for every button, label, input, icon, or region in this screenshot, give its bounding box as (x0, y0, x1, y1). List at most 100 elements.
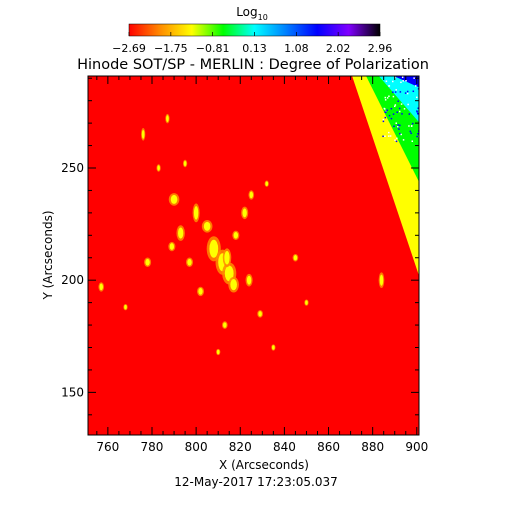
off-disk-speckle (382, 118, 385, 121)
polarization-feature (223, 322, 227, 328)
off-disk-speckle (398, 107, 401, 110)
polarization-feature (379, 274, 384, 286)
off-disk-speckle (389, 135, 392, 137)
y-tick-label: 250 (61, 161, 84, 175)
timestamp: 12-May-2017 17:23:05.037 (174, 475, 338, 489)
polarization-feature (242, 208, 247, 218)
off-disk-speckle (384, 116, 387, 119)
off-disk-speckle (400, 133, 402, 136)
off-disk-speckle (413, 77, 415, 79)
off-disk-speckle (392, 95, 395, 98)
off-disk-speckle (382, 120, 385, 123)
off-disk-speckle (414, 85, 417, 87)
off-disk-speckle (401, 76, 404, 78)
off-disk-speckle (395, 140, 398, 143)
polarization-feature (258, 311, 262, 317)
plot-frame (87, 75, 420, 436)
off-disk-speckle (388, 95, 390, 98)
off-disk-speckle (403, 108, 406, 110)
off-disk-speckle (395, 89, 397, 91)
polarization-feature (141, 129, 145, 139)
off-disk-speckle (402, 139, 405, 141)
polarization-feature (224, 251, 230, 265)
off-disk-speckle (402, 80, 404, 82)
polarization-feature (169, 243, 175, 250)
off-disk-speckle (388, 131, 390, 134)
colorbar: Log10 −2.69 −1.75 −0.81 0.13 1.08 2.02 2.96 (112, 5, 392, 55)
polarization-feature (187, 258, 192, 266)
colorbar-tick-label: 1.08 (284, 42, 309, 55)
colorbar-tick-label: −0.81 (196, 42, 230, 55)
off-disk-speckle (400, 81, 402, 84)
polarization-feature (124, 304, 127, 310)
off-disk-speckle (416, 110, 418, 112)
off-disk-speckle (395, 122, 397, 124)
polarization-feature (272, 345, 275, 350)
off-disk-speckle (416, 135, 418, 138)
polarization-feature (224, 265, 234, 282)
off-disk-speckle (409, 130, 412, 133)
off-disk-speckle (411, 140, 414, 143)
colorbar-tick-label: 2.96 (368, 42, 393, 55)
y-axis-ticks: 150 200 250 (61, 77, 419, 416)
off-disk-speckle (417, 112, 419, 115)
off-disk-speckle (417, 107, 419, 109)
off-disk-speckle (397, 124, 399, 126)
off-disk-speckle (408, 113, 411, 115)
off-disk-speckle (410, 132, 412, 135)
polarization-feature (193, 206, 199, 220)
polarization-feature (246, 275, 252, 285)
polarization-features (98, 113, 385, 356)
off-disk-speckle (407, 103, 409, 106)
colorbar-tick-label: 2.02 (326, 42, 351, 55)
off-disk-speckle (382, 135, 384, 138)
off-disk-speckle (417, 132, 419, 135)
off-disk-speckle (399, 91, 402, 93)
off-disk-speckle (393, 125, 395, 128)
off-disk-speckle (404, 92, 407, 94)
off-disk-speckle (393, 105, 396, 108)
x-tick-label: 840 (273, 440, 296, 454)
off-disk-speckle (396, 137, 398, 140)
off-disk-speckle (397, 100, 399, 102)
off-disk-speckle (388, 114, 391, 117)
polarization-feature (216, 349, 220, 355)
off-disk-speckle (384, 108, 386, 110)
off-disk-speckle (390, 107, 393, 110)
colorbar-tick-label: −2.69 (112, 42, 146, 55)
x-tick-label: 760 (96, 440, 119, 454)
off-disk-speckle (412, 90, 415, 93)
y-tick-label: 200 (61, 273, 84, 287)
plot-area: 760 780 800 820 840 860 880 900 150 200 250 (61, 75, 428, 454)
off-disk-speckle (384, 135, 386, 137)
off-disk-speckle (384, 111, 386, 113)
polarization-feature (305, 300, 308, 305)
polarization-feature (166, 115, 169, 122)
colorbar-label: Log10 (236, 5, 268, 22)
plot-background (88, 76, 419, 435)
polarization-feature (157, 165, 160, 171)
polarization-feature (209, 239, 219, 258)
colorbar-tick-label: −1.75 (154, 42, 188, 55)
off-disk-speckle (401, 113, 403, 115)
x-axis-ticks: 760 780 800 820 840 860 880 900 (96, 76, 428, 454)
off-disk-speckle (394, 91, 397, 93)
x-tick-label: 800 (185, 440, 208, 454)
off-disk-speckle (400, 103, 403, 105)
y-tick-label: 150 (61, 385, 84, 399)
polarization-feature (178, 227, 184, 239)
off-disk-speckle (420, 110, 422, 112)
off-disk-speckle (416, 96, 418, 99)
polarization-feature (249, 191, 254, 199)
off-disk-speckle (391, 80, 394, 83)
polarization-feature (170, 194, 178, 204)
chart-title: Hinode SOT/SP - MERLIN : Degree of Polar… (77, 57, 429, 73)
colorbar-label-main: Log (236, 5, 257, 19)
off-disk-speckle (405, 79, 407, 82)
off-disk-speckle (384, 96, 387, 99)
off-disk-speckle (394, 104, 397, 106)
off-disk-speckle (406, 92, 409, 95)
x-tick-label: 900 (405, 440, 428, 454)
off-disk-speckle (399, 124, 401, 127)
